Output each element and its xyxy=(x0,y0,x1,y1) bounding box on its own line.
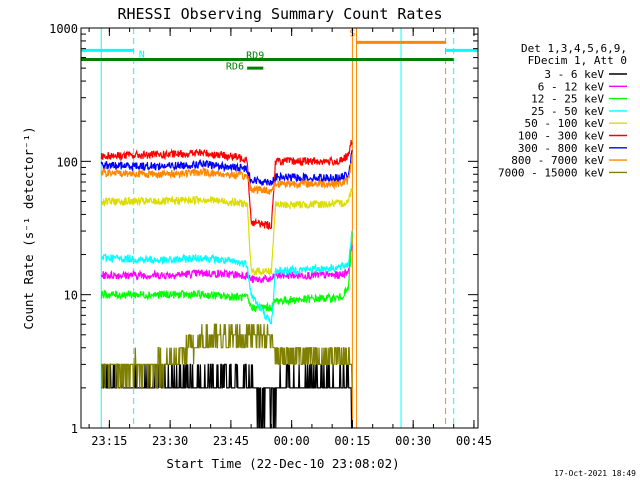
series-line-25-50keV xyxy=(100,230,353,325)
y-axis-label: Count Rate (s⁻¹ detector⁻¹) xyxy=(21,126,36,329)
legend-label: 3 - 6 keV xyxy=(544,68,604,81)
plot-frame xyxy=(80,27,479,429)
annotation-n: N xyxy=(139,50,145,61)
legend-label: 25 - 50 keV xyxy=(531,105,604,118)
y-tick-label: 1000 xyxy=(49,22,78,36)
legend-label: 7000 - 15000 keV xyxy=(498,166,604,179)
legend-label: 50 - 100 keV xyxy=(525,117,605,130)
y-tick-label: 10 xyxy=(64,289,78,303)
x-tick-label: 00:00 xyxy=(274,434,310,448)
series-line-12-25keV xyxy=(100,232,353,313)
annotation-rd6: RD6 xyxy=(226,61,244,72)
series-line-50-100keV xyxy=(100,188,353,277)
background-layer: NRD6RD9S xyxy=(81,28,478,428)
series-layer xyxy=(100,139,353,429)
series-line-800-7000keV xyxy=(100,160,353,195)
x-tick-label: 00:15 xyxy=(334,434,370,448)
series-line-300-800keV xyxy=(100,149,353,187)
footer-timestamp: 17-Oct-2021 18:49 xyxy=(554,469,636,478)
legend-label: 300 - 800 keV xyxy=(518,142,604,155)
axes-layer: 1 10 100 1000 23:15 23:30 23:45 00:00 00:15 00:30… xyxy=(49,22,492,448)
annotation-rd9: RD9 xyxy=(246,51,264,62)
x-tick-label: 00:30 xyxy=(395,434,431,448)
x-tick-label: 00:45 xyxy=(456,434,492,448)
series-line-6-12keV xyxy=(100,245,353,284)
y-tick-label: 1 xyxy=(71,422,78,436)
legend-label: 800 - 7000 keV xyxy=(511,154,604,167)
legend-label: 6 - 12 keV xyxy=(538,80,605,93)
series-line-100-300keV xyxy=(100,139,353,230)
legend-label: 12 - 25 keV xyxy=(531,93,604,106)
x-axis-label: Start Time (22-Dec-10 23:08:02) xyxy=(166,456,399,471)
series-line-7000-15000keV xyxy=(101,323,353,389)
legend-header-line-2: FDecim 1, Att 0 xyxy=(528,54,627,67)
x-tick-label: 23:30 xyxy=(152,434,188,448)
chart-title: RHESSI Observing Summary Count Rates xyxy=(117,5,442,23)
legend-label: 100 - 300 keV xyxy=(518,130,604,143)
legend-header-line-1: Det 1,3,4,5,6,9, xyxy=(521,42,627,55)
x-tick-label: 23:45 xyxy=(213,434,249,448)
y-tick-label: 100 xyxy=(56,155,78,169)
x-tick-label: 23:15 xyxy=(91,434,127,448)
